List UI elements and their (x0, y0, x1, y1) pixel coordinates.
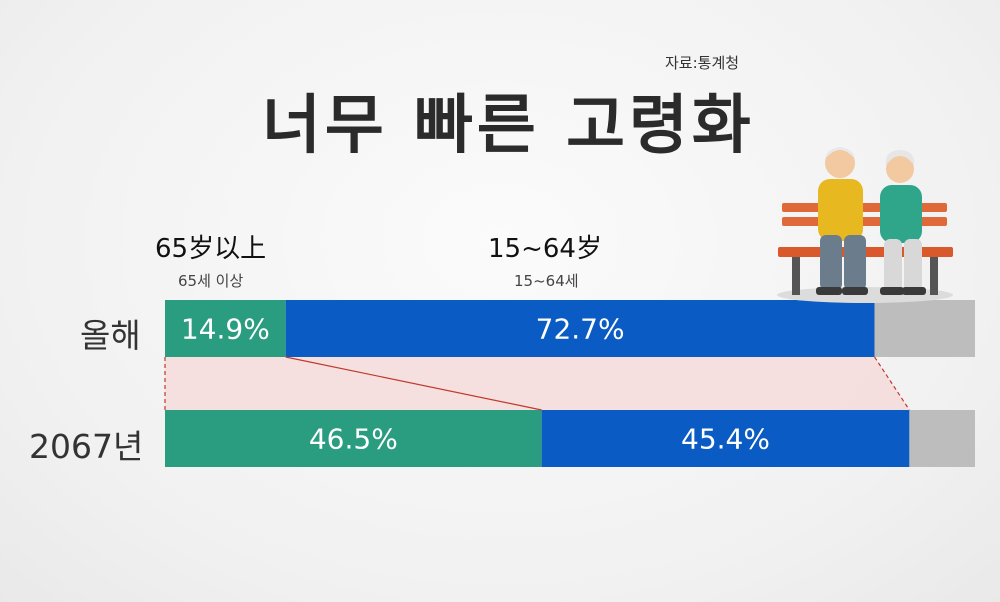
shift-line-working (874, 356, 910, 411)
elderly-couple-illustration (777, 147, 953, 303)
bar-segment-elderly-row1 (165, 300, 286, 357)
data-label-working-row2: 45.4% (681, 423, 770, 456)
bar-segment-remainder-row2 (909, 410, 975, 467)
data-label-elderly-row1: 14.9% (181, 313, 270, 346)
bar-segment-remainder-row1 (874, 300, 975, 357)
source-note: 자료:통계청 (665, 54, 740, 72)
caption-working-ko: 15~64세 (514, 272, 579, 290)
row-label-2067: 2067년 (29, 427, 144, 466)
bar-segment-elderly-row2 (165, 410, 542, 467)
data-label-elderly-row2: 46.5% (309, 423, 398, 456)
page-title: 너무 빠른 고령화 (262, 89, 755, 163)
row-label-this-year: 올해 (80, 316, 141, 355)
caption-elderly-ko: 65세 이상 (178, 272, 244, 290)
caption-elderly-cn: 65岁以上 (155, 234, 267, 264)
shift-line-elderly (285, 356, 542, 411)
shift-connector-area (165, 357, 910, 410)
bar-segment-working-row2 (541, 410, 910, 467)
bar-segment-working-row1 (285, 300, 875, 357)
data-label-working-row1: 72.7% (536, 313, 625, 346)
caption-working-cn: 15~64岁 (488, 234, 602, 264)
